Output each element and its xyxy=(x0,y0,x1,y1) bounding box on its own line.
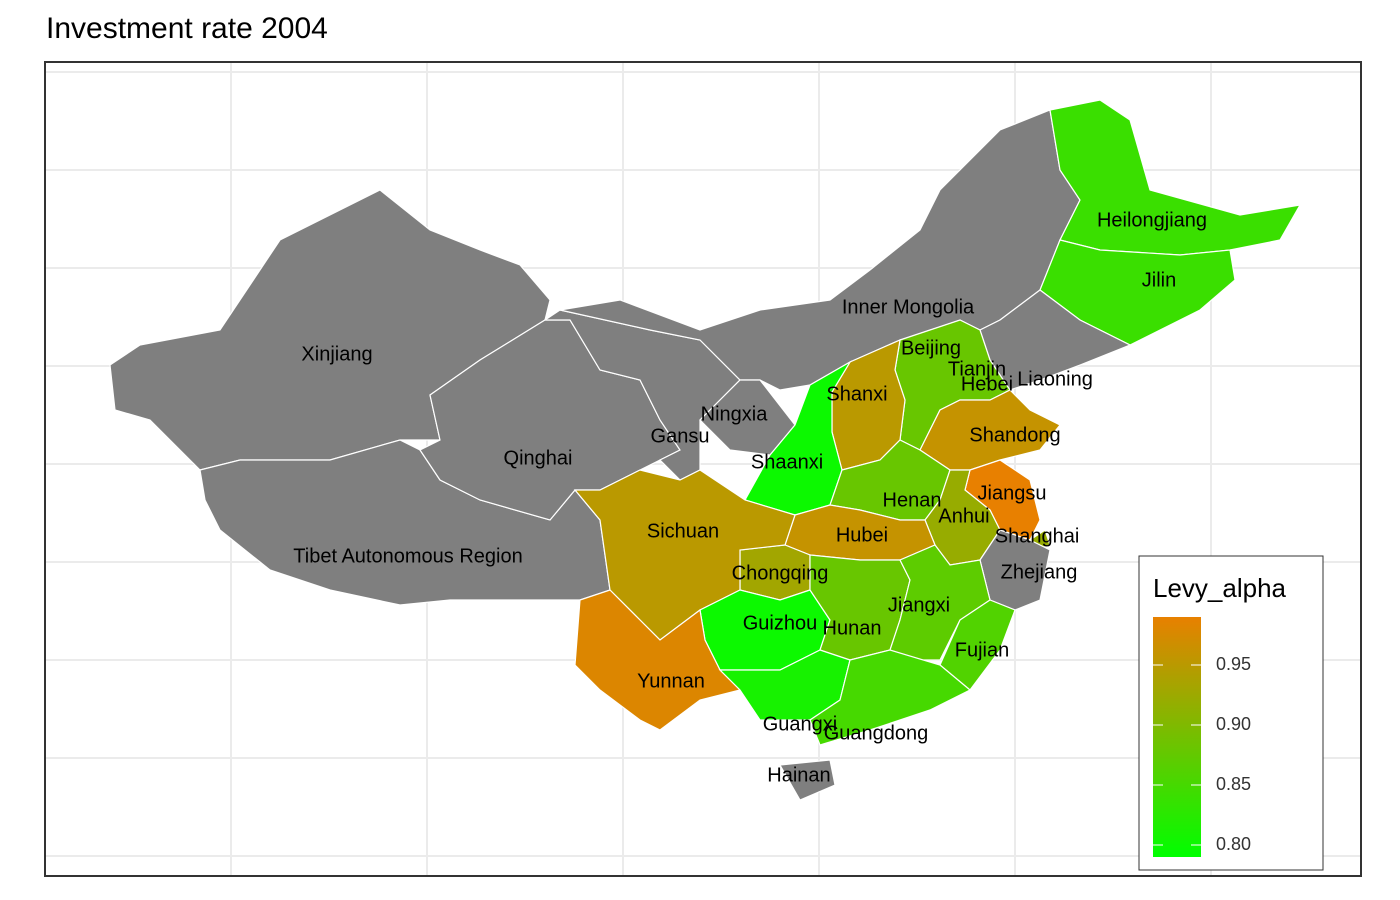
map-title: Investment rate 2004 xyxy=(46,12,328,45)
region-label: Sichuan xyxy=(647,520,719,542)
region-label: Ningxia xyxy=(701,403,769,425)
region-label: Tianjin xyxy=(948,358,1006,380)
region-label: Henan xyxy=(883,489,942,511)
legend: Levy_alpha 0.80 0.85 0.90 0.95 xyxy=(1138,555,1324,871)
legend-title: Levy_alpha xyxy=(1153,573,1287,603)
region-label: Hubei xyxy=(836,524,888,546)
region-label: Guangxi xyxy=(763,713,838,735)
region xyxy=(699,379,796,456)
region-label: Inner Mongolia xyxy=(842,296,975,318)
region-label: Shanxi xyxy=(826,383,887,405)
region xyxy=(809,649,972,746)
region-label: Hunan xyxy=(823,617,882,639)
region-label: Hebei xyxy=(961,373,1013,395)
region-label: Liaoning xyxy=(1017,368,1093,390)
region-label: Zhejiang xyxy=(1001,561,1078,583)
region-label: Chongqing xyxy=(732,562,829,584)
legend-tick-label: 0.95 xyxy=(1216,654,1251,674)
color-bar xyxy=(1153,617,1201,857)
region-label: Heilongjiang xyxy=(1097,209,1207,231)
legend-tick-label: 0.90 xyxy=(1216,714,1251,734)
region-label: Shanghai xyxy=(995,525,1080,547)
legend-tick-label: 0.80 xyxy=(1216,834,1251,854)
region-label: Tibet Autonomous Region xyxy=(293,545,522,567)
region-label: Xinjiang xyxy=(301,343,372,365)
region-label: Beijing xyxy=(901,337,961,359)
region-label: Guangdong xyxy=(824,722,929,744)
region-label: Jilin xyxy=(1142,269,1176,291)
region-label: Jiangxi xyxy=(888,594,950,616)
region-label: Fujian xyxy=(955,639,1009,661)
region-label: Gansu xyxy=(651,425,710,447)
region-label: Shaanxi xyxy=(751,451,823,473)
region-label: Guizhou xyxy=(743,612,818,634)
legend-tick-label: 0.85 xyxy=(1216,774,1251,794)
region-label: Anhui xyxy=(938,505,989,527)
region xyxy=(889,544,991,661)
region-label: Hainan xyxy=(767,764,830,786)
region xyxy=(1049,99,1302,256)
region-label: Jiangsu xyxy=(978,482,1047,504)
region-label: Shandong xyxy=(969,424,1060,446)
region-label: Yunnan xyxy=(637,670,705,692)
region-label: Qinghai xyxy=(504,447,573,469)
region xyxy=(779,759,836,801)
